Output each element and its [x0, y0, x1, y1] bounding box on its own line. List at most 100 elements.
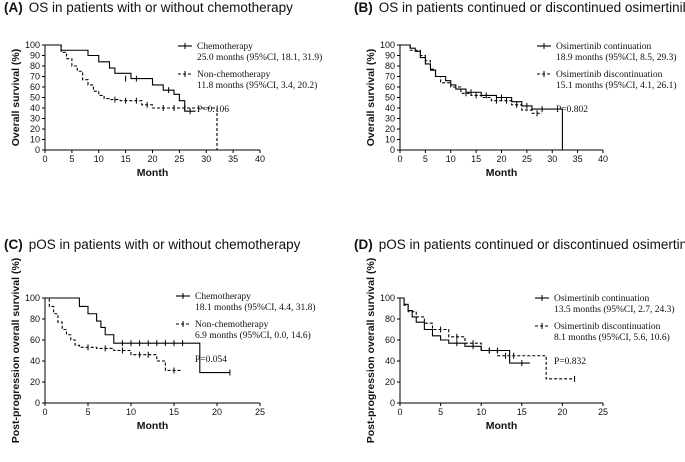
- panel-title-text: OS in patients with or without chemother…: [29, 0, 293, 15]
- legend-name-2: Non-chemotherapy: [195, 320, 269, 330]
- y-tick-label: 100: [25, 40, 40, 50]
- panel-d: (D) pOS in patients continued or disconti…: [354, 237, 685, 443]
- p-value: P=0.832: [554, 357, 586, 367]
- y-tick-label: 20: [385, 124, 395, 134]
- y-tick-label: 30: [385, 114, 395, 124]
- y-tick-label: 90: [30, 51, 40, 61]
- x-tick-label: 0: [42, 407, 47, 417]
- y-axis-title: Post-progression overall survival (%): [10, 258, 22, 444]
- y-tick-label: 20: [30, 124, 40, 134]
- y-axis-title: Post-progression overall survival (%): [365, 258, 377, 444]
- y-tick-label: 40: [385, 103, 395, 113]
- survival-curve-1: [400, 297, 530, 364]
- y-tick-label: 50: [385, 93, 395, 103]
- x-tick-label: 0: [42, 154, 47, 164]
- x-axis-title: Month: [486, 420, 518, 432]
- x-tick-label: 15: [471, 154, 481, 164]
- legend-detail-2: 6.9 months (95%CI, 0.0, 14.6): [195, 330, 311, 341]
- survival-curve-1: [45, 44, 196, 112]
- y-tick-label: 50: [30, 93, 40, 103]
- y-tick-label: 40: [385, 356, 395, 366]
- x-tick-label: 20: [147, 154, 157, 164]
- y-tick-label: 40: [30, 103, 40, 113]
- panel-label: (C): [4, 237, 23, 252]
- x-tick-label: 20: [557, 407, 567, 417]
- legend-detail-1: 25.0 months (95%CI, 18.1, 31.9): [197, 52, 322, 63]
- y-tick-label: 60: [30, 82, 40, 92]
- y-tick-label: 80: [385, 314, 395, 324]
- y-tick-label: 80: [30, 314, 40, 324]
- y-tick-label: 0: [390, 145, 395, 155]
- legend-name-2: Osimertinib discontinuation: [556, 70, 663, 80]
- y-tick-label: 80: [385, 61, 395, 71]
- y-tick-label: 0: [390, 398, 395, 408]
- x-tick-label: 5: [69, 154, 74, 164]
- y-tick-label: 10: [385, 135, 395, 145]
- y-tick-label: 60: [385, 335, 395, 345]
- panel-title: (C) pOS in patients with or without chemo…: [4, 237, 301, 252]
- legend-detail-1: 18.9 months (95%CI, 8.5, 29.3): [556, 52, 677, 63]
- x-tick-label: 25: [255, 407, 265, 417]
- panel-c: (C) pOS in patients with or without chemo…: [4, 237, 316, 443]
- survival-curve-2: [400, 297, 575, 380]
- panel-b: (B) OS in patients continued or discontin…: [354, 0, 685, 179]
- x-tick-label: 20: [496, 154, 506, 164]
- y-tick-label: 60: [385, 82, 395, 92]
- panel-title-text: OS in patients continued or discontinued…: [379, 0, 685, 15]
- y-tick-label: 0: [35, 398, 40, 408]
- x-tick-label: 15: [517, 407, 527, 417]
- legend-detail-1: 13.5 months (95%CI, 2.7, 24.3): [554, 304, 675, 315]
- y-tick-label: 20: [30, 377, 40, 387]
- legend-detail-1: 18.1 months (95%CI, 4.4, 31.8): [195, 302, 316, 313]
- legend-name-1: Osimertinib continuation: [556, 42, 652, 52]
- legend-detail-2: 11.8 months (95%CI, 3.4, 20.2): [197, 80, 317, 91]
- panel-label: (A): [4, 0, 23, 15]
- y-tick-label: 0: [35, 145, 40, 155]
- x-tick-label: 35: [228, 154, 238, 164]
- y-tick-label: 80: [30, 61, 40, 71]
- x-tick-label: 10: [446, 154, 456, 164]
- y-tick-label: 70: [385, 72, 395, 82]
- panel-title: (D) pOS in patients continued or disconti…: [354, 237, 685, 252]
- x-tick-label: 25: [174, 154, 184, 164]
- x-tick-label: 15: [121, 154, 131, 164]
- panel-title-text: pOS in patients continued or discontinue…: [379, 237, 685, 252]
- x-tick-label: 10: [94, 154, 104, 164]
- y-axis-title: Overall survival (%): [365, 49, 377, 146]
- survival-curve-2: [400, 44, 543, 114]
- x-tick-label: 25: [522, 154, 532, 164]
- y-tick-label: 100: [380, 40, 395, 50]
- y-axis-title: Overall survival (%): [10, 49, 22, 146]
- survival-curve-2: [45, 297, 183, 371]
- panel-title: (B) OS in patients continued or discontin…: [354, 0, 685, 15]
- panel-title-text: pOS in patients with or without chemothe…: [29, 237, 301, 252]
- panel-label: (B): [354, 0, 373, 15]
- y-tick-label: 10: [30, 135, 40, 145]
- p-value: P=0.054: [195, 355, 227, 365]
- x-tick-label: 35: [573, 154, 583, 164]
- y-tick-label: 100: [380, 293, 395, 303]
- y-tick-label: 70: [30, 72, 40, 82]
- legend-detail-2: 8.1 months (95%CI, 5.6, 10.6): [554, 332, 670, 343]
- y-tick-label: 100: [25, 293, 40, 303]
- x-tick-label: 10: [126, 407, 136, 417]
- y-tick-label: 20: [385, 377, 395, 387]
- legend-name-2: Osimertinib discontinuation: [554, 322, 661, 332]
- legend-name-1: Chemotherapy: [195, 292, 251, 302]
- legend-name-1: Osimertinib continuation: [554, 294, 650, 304]
- p-value: P=0.802: [556, 105, 588, 115]
- y-tick-label: 30: [30, 114, 40, 124]
- panel-a: (A) OS in patients with or without chemot…: [4, 0, 322, 179]
- legend-name-2: Non-chemotherapy: [197, 70, 271, 80]
- x-tick-label: 40: [255, 154, 265, 164]
- x-tick-label: 15: [169, 407, 179, 417]
- x-tick-label: 40: [598, 154, 608, 164]
- x-tick-label: 20: [212, 407, 222, 417]
- x-tick-label: 5: [423, 154, 428, 164]
- x-tick-label: 10: [476, 407, 486, 417]
- x-axis-title: Month: [137, 167, 169, 179]
- x-tick-label: 30: [201, 154, 211, 164]
- panel-title: (A) OS in patients with or without chemot…: [4, 0, 293, 15]
- survival-curve-1: [400, 44, 563, 150]
